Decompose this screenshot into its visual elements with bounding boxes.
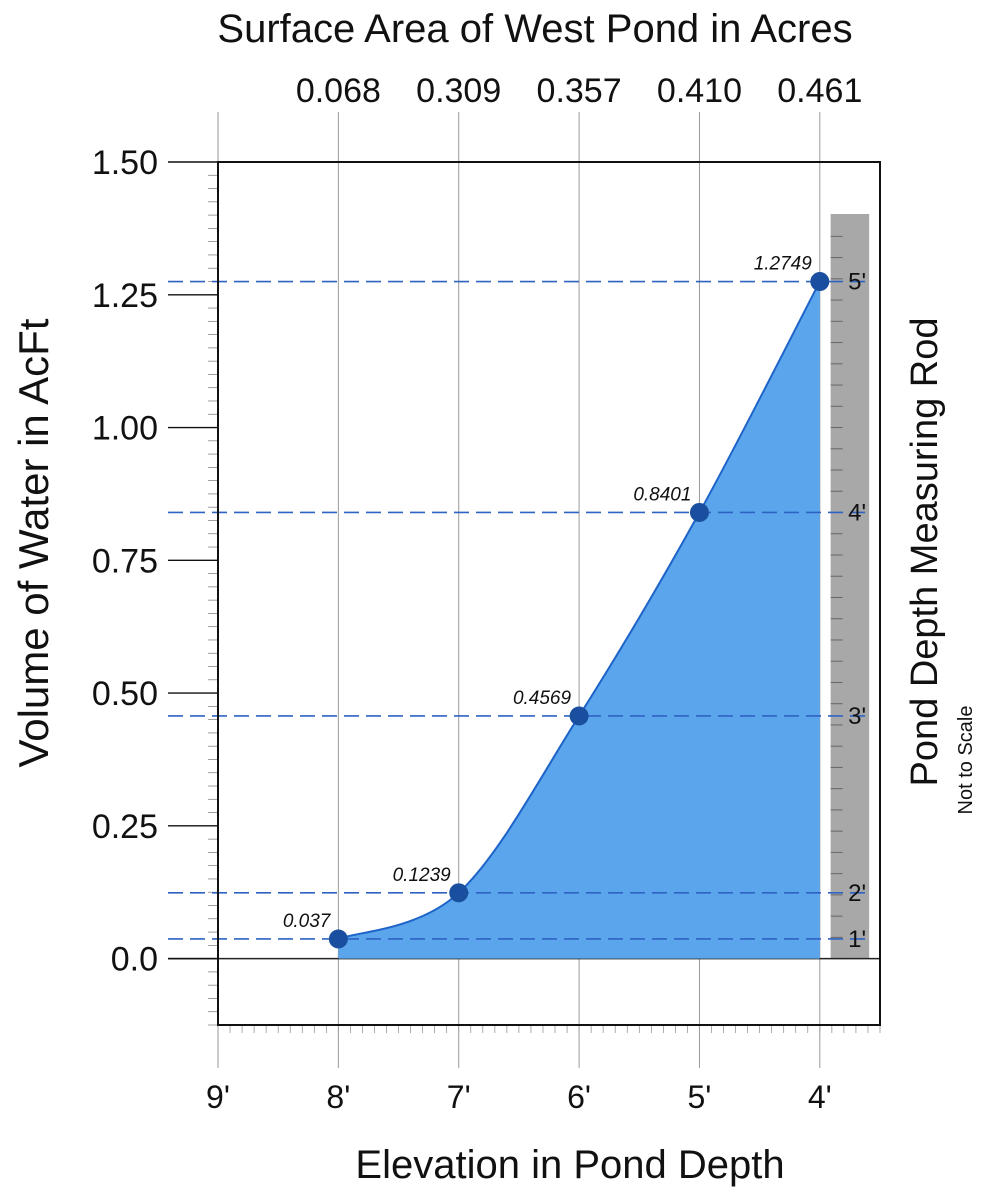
y-tick-label: 0.0: [111, 941, 158, 979]
data-label: 0.8401: [633, 484, 691, 505]
rod-scale-note: Not to Scale: [955, 706, 977, 815]
data-label: 1.2749: [754, 254, 813, 275]
rod-depth-label: 2': [848, 880, 866, 907]
data-label: 0.1239: [393, 865, 452, 886]
rod-axis-label: Pond Depth Measuring Rod: [904, 318, 946, 787]
x-tick-label: 6': [567, 1079, 591, 1115]
area-fill: [338, 281, 820, 959]
top-tick-label: 0.309: [416, 72, 501, 110]
series-line: [338, 281, 821, 940]
y-tick-label: 1.50: [92, 144, 158, 182]
x-tick-label: 4': [808, 1079, 832, 1115]
measuring-rod: [830, 214, 870, 959]
x-tick-label: 9': [206, 1079, 230, 1115]
data-point: [449, 883, 469, 903]
y-tick-label: 0.75: [92, 542, 158, 580]
chart-title: Surface Area of West Pond in Acres: [217, 7, 852, 51]
x-tick-label: 8': [326, 1079, 350, 1115]
y-tick-label: 0.25: [92, 808, 158, 846]
x-tick-label: 5': [688, 1079, 712, 1115]
data-point: [569, 706, 589, 726]
rod-depth-label: 1': [848, 926, 866, 953]
data-point: [689, 502, 709, 522]
data-label: 0.037: [283, 911, 332, 932]
rod-depth-label: 3': [848, 703, 866, 730]
rod-depth-label: 5': [848, 269, 866, 296]
data-point: [328, 929, 348, 949]
top-tick-label: 0.068: [296, 72, 381, 110]
top-tick-label: 0.461: [777, 72, 862, 110]
data-point: [810, 272, 830, 292]
y-tick-label: 1.25: [92, 277, 158, 315]
y-tick-label: 1.00: [92, 410, 158, 448]
x-tick-label: 7': [447, 1079, 471, 1115]
plot-frame: [217, 161, 881, 1026]
y-axis-label: Volume of Water in AcFt: [10, 318, 57, 767]
data-label: 0.4569: [513, 688, 572, 709]
plot-area: 0.037 1' 0.1239 2' 0.4569 3' 0.8401 4' 1.2749 5' 0…: [92, 72, 881, 1115]
top-tick-label: 0.357: [537, 72, 622, 110]
rod-depth-label: 4': [848, 499, 866, 526]
y-tick-label: 0.50: [92, 675, 158, 713]
top-tick-label: 0.410: [657, 72, 742, 110]
x-axis-label: Elevation in Pond Depth: [355, 1143, 784, 1187]
